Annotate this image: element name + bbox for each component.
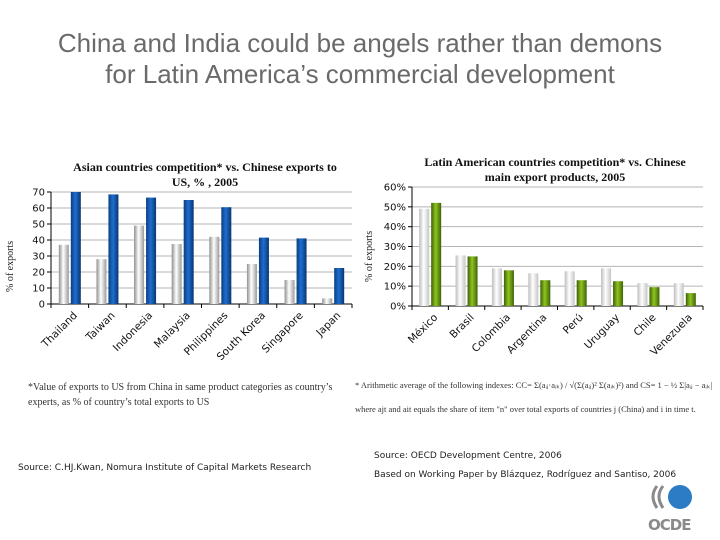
- y-tick-label: 10%: [384, 282, 406, 293]
- bar-grey: [455, 255, 466, 306]
- bar-color: [540, 280, 551, 306]
- slide-title-line2: for Latin America’s commercial developme…: [105, 59, 615, 89]
- bar-color: [108, 194, 119, 304]
- latam-footnote-definition: where ajt and ait equals the share of it…: [355, 404, 696, 414]
- bar-grey: [601, 268, 612, 306]
- bar-color: [613, 281, 624, 306]
- y-tick-label: 30%: [384, 242, 406, 253]
- bar-grey: [134, 225, 145, 304]
- latam-chart: 0%10%20%30%40%50%60%México BrasilColombia…: [384, 183, 704, 358]
- bar-grey: [491, 268, 502, 306]
- y-tick-label: 10: [32, 284, 45, 295]
- x-tick-label: Perú: [561, 312, 586, 337]
- bar-color: [258, 237, 269, 304]
- bar-grey: [322, 298, 333, 304]
- bar-grey: [673, 283, 684, 306]
- y-tick-label: 0%: [390, 302, 406, 313]
- y-tick-label: 0: [39, 300, 45, 311]
- bar-color: [146, 197, 157, 304]
- x-tick-label: Indonesia: [111, 310, 155, 354]
- latam-chart-title-line1: Latin American countries competition* vs…: [424, 155, 686, 169]
- y-tick-label: 60%: [384, 183, 406, 194]
- asia-chart-title-line2: US, % , 2005: [171, 175, 239, 189]
- slide-title: China and India could be angels rather t…: [0, 28, 720, 90]
- bar-grey: [419, 208, 430, 306]
- bar-grey: [637, 283, 648, 306]
- asia-footnote: *Value of exports to US from China in sa…: [28, 382, 333, 408]
- bar-color: [649, 287, 660, 306]
- bar-color: [70, 192, 81, 304]
- x-tick-label: México: [406, 312, 440, 346]
- y-tick-label: 40%: [384, 222, 406, 233]
- y-tick-label: 60: [32, 204, 45, 215]
- bar-color: [576, 280, 587, 306]
- oecd-logo-icon: [651, 485, 692, 509]
- asia-chart-title-line1: Asian countries competition* vs. Chinese…: [73, 160, 337, 174]
- bar-color: [296, 238, 307, 304]
- x-tick-label: Chile: [631, 312, 658, 339]
- y-tick-label: 50: [32, 220, 45, 231]
- bar-grey: [564, 271, 575, 306]
- x-tick-label: Brasil: [448, 312, 477, 341]
- x-tick-label: Argentina: [505, 312, 550, 357]
- oecd-logo-text: OCDE: [648, 516, 691, 534]
- source-right-line1: Source: OECD Development Centre, 2006: [374, 451, 562, 461]
- bar-color: [685, 293, 696, 306]
- bar-color: [334, 268, 345, 304]
- y-tick-label: 20: [32, 268, 45, 279]
- bar-grey: [528, 273, 539, 306]
- bar-grey: [284, 280, 295, 304]
- bar-grey: [246, 264, 257, 304]
- bar-color: [467, 256, 478, 306]
- y-tick-label: 70: [32, 188, 45, 199]
- bar-color: [503, 270, 514, 306]
- x-tick-label: Thailand: [39, 310, 80, 351]
- slide-title-line1: China and India could be angels rather t…: [57, 28, 663, 58]
- source-right-line2: Based on Working Paper by Blázquez, Rodr…: [374, 470, 677, 480]
- y-tick-label: 50%: [384, 202, 406, 213]
- x-tick-label: Taiwan: [83, 310, 117, 344]
- latam-footnote-formula: * Arithmetic average of the following in…: [355, 380, 713, 390]
- bar-grey: [209, 236, 220, 304]
- latam-chart-title: Latin American countries competition* vs…: [405, 155, 705, 185]
- x-tick-label: Japan: [313, 310, 343, 340]
- bar-color: [431, 202, 442, 306]
- x-tick-label: Uruguay: [582, 312, 622, 352]
- y-tick-label: 40: [32, 236, 45, 247]
- source-left: Source: C.HJ.Kwan, Nomura Institute of C…: [18, 463, 312, 473]
- latam-chart-title-line2: main export products, 2005: [484, 170, 626, 184]
- bar-grey: [58, 244, 69, 304]
- x-tick-label: Singapore: [260, 310, 306, 356]
- bar-color: [221, 207, 232, 304]
- y-tick-label: 20%: [384, 262, 406, 273]
- y-tick-label: 30: [32, 252, 45, 263]
- bar-grey: [171, 244, 182, 304]
- bar-grey: [96, 259, 107, 304]
- bar-color: [183, 200, 194, 304]
- asia-chart-title: Asian countries competition* vs. Chinese…: [50, 160, 360, 190]
